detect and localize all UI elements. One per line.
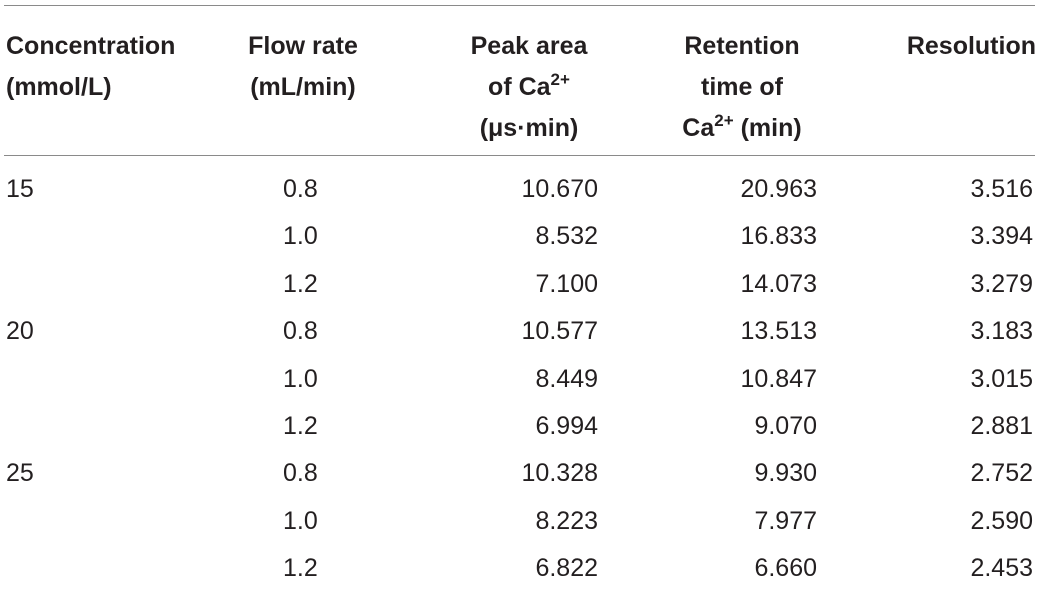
cell-concentration: 15	[6, 175, 34, 203]
cell-resolution: 2.590	[970, 506, 1033, 535]
table-row: 1.0 8.223 7.977 2.590	[4, 498, 1035, 545]
cell-retention-time: 9.930	[754, 459, 817, 488]
cell-resolution: 3.015	[970, 364, 1033, 393]
cell-flow-rate: 0.8	[283, 317, 318, 346]
cell-resolution: 2.881	[970, 411, 1033, 440]
cell-peak-area: 10.577	[521, 317, 598, 346]
top-rule	[4, 5, 1035, 6]
cell-resolution: 2.453	[970, 554, 1033, 583]
cell-peak-area: 6.994	[535, 411, 598, 440]
header-concentration: Concentration (mmol/L)	[6, 32, 176, 101]
cell-peak-area: 6.822	[535, 554, 598, 583]
cell-flow-rate: 0.8	[283, 175, 318, 203]
cell-flow-rate: 1.0	[283, 222, 318, 251]
cell-resolution: 3.183	[970, 317, 1033, 346]
header-retention-time: Retention time of Ca2+ (min)	[682, 32, 802, 142]
cell-retention-time: 10.847	[740, 364, 817, 393]
cell-retention-time: 13.513	[740, 317, 817, 346]
cell-flow-rate: 1.2	[283, 411, 318, 440]
cell-concentration: 20	[6, 317, 34, 346]
cell-peak-area: 10.670	[521, 175, 598, 203]
cell-flow-rate: 1.2	[283, 269, 318, 298]
header-rule	[4, 155, 1035, 156]
table-row: 25 0.8 10.328 9.930 2.752	[4, 450, 1035, 497]
data-table: Concentration (mmol/L) Flow rate (mL/min…	[4, 0, 1039, 586]
cell-retention-time: 20.963	[740, 175, 817, 203]
table-row: 1.2 6.822 6.660 2.453	[4, 545, 1035, 592]
header-peak-area: Peak area of Ca2+ (μs·min)	[470, 32, 588, 142]
table-row: 1.0 8.449 10.847 3.015	[4, 356, 1035, 403]
table-row: 1.2 6.994 9.070 2.881	[4, 403, 1035, 450]
cell-resolution: 3.394	[970, 222, 1033, 251]
table-row: 20 0.8 10.577 13.513 3.183	[4, 308, 1035, 355]
cell-peak-area: 10.328	[521, 459, 598, 488]
cell-flow-rate: 1.0	[283, 506, 318, 535]
cell-resolution: 3.279	[970, 269, 1033, 298]
header-flow-rate: Flow rate (mL/min)	[248, 32, 358, 101]
table-row: 1.2 7.100 14.073 3.279	[4, 261, 1035, 308]
cell-resolution: 2.752	[970, 459, 1033, 488]
cell-retention-time: 6.660	[754, 554, 817, 583]
cell-retention-time: 9.070	[754, 411, 817, 440]
cell-resolution: 3.516	[970, 175, 1033, 203]
header-resolution: Resolution	[906, 32, 1036, 60]
cell-peak-area: 7.100	[535, 269, 598, 298]
cell-flow-rate: 0.8	[283, 459, 318, 488]
cell-peak-area: 8.449	[535, 364, 598, 393]
cell-peak-area: 8.223	[535, 506, 598, 535]
cell-retention-time: 16.833	[740, 222, 817, 251]
cell-flow-rate: 1.0	[283, 364, 318, 393]
cell-peak-area: 8.532	[535, 222, 598, 251]
cell-concentration: 25	[6, 459, 34, 488]
cell-retention-time: 7.977	[754, 506, 817, 535]
table-row: 1.0 8.532 16.833 3.394	[4, 213, 1035, 260]
cell-retention-time: 14.073	[740, 269, 817, 298]
table-row: 15 0.8 10.670 20.963 3.516	[4, 166, 1035, 213]
table-body: 15 0.8 10.670 20.963 3.516 1.0 8.532 16.833 3.39…	[4, 166, 1035, 593]
cell-flow-rate: 1.2	[283, 554, 318, 583]
